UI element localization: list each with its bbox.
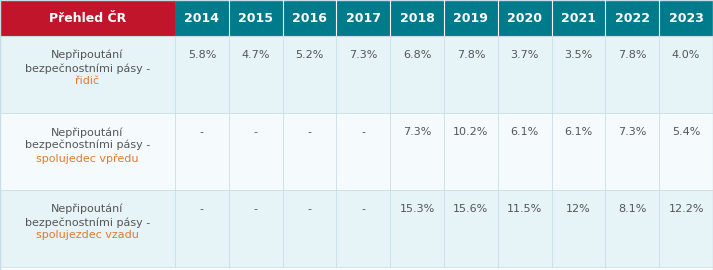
Bar	[175, 0, 229, 36]
Bar	[229, 0, 282, 36]
Text: 5.4%: 5.4%	[672, 127, 700, 137]
Text: 15.3%: 15.3%	[399, 204, 435, 214]
Bar	[175, 36, 229, 113]
Text: 7.3%: 7.3%	[403, 127, 431, 137]
Bar	[605, 113, 660, 190]
Text: 15.6%: 15.6%	[453, 204, 488, 214]
Bar	[498, 113, 552, 190]
Text: Nepřipoutání: Nepřipoutání	[51, 127, 123, 137]
Text: 11.5%: 11.5%	[507, 204, 543, 214]
Text: 2015: 2015	[238, 12, 273, 25]
Text: bezpečnostními pásy -: bezpečnostními pásy -	[25, 140, 150, 150]
Text: -: -	[200, 127, 204, 137]
Text: 2016: 2016	[292, 12, 327, 25]
Text: Nepřipoutání: Nepřipoutání	[51, 204, 123, 214]
Text: 7.8%: 7.8%	[618, 50, 647, 60]
Text: 2017: 2017	[346, 12, 381, 25]
Text: 2021: 2021	[561, 12, 596, 25]
Bar	[0, 36, 175, 113]
Text: bezpečnostními pásy -: bezpečnostními pásy -	[25, 63, 150, 73]
Bar	[337, 36, 390, 113]
Bar	[498, 0, 552, 36]
Bar	[605, 0, 660, 36]
Text: 7.8%: 7.8%	[456, 50, 485, 60]
Text: -: -	[307, 204, 312, 214]
Bar	[660, 0, 713, 36]
Bar	[282, 0, 337, 36]
Text: -: -	[200, 204, 204, 214]
Text: 2023: 2023	[669, 12, 704, 25]
Bar	[444, 190, 498, 267]
Bar	[552, 0, 605, 36]
Text: 2014: 2014	[185, 12, 220, 25]
Bar	[175, 113, 229, 190]
Bar	[605, 190, 660, 267]
Text: Nepřipoutání: Nepřipoutání	[51, 50, 123, 60]
Bar	[282, 190, 337, 267]
Bar	[229, 113, 282, 190]
Bar	[337, 190, 390, 267]
Bar	[229, 190, 282, 267]
Bar	[390, 113, 444, 190]
Text: Přehled ČR: Přehled ČR	[49, 12, 126, 25]
Text: spolujezdec vzadu: spolujezdec vzadu	[36, 230, 139, 240]
Text: 2020: 2020	[507, 12, 542, 25]
Text: 7.3%: 7.3%	[349, 50, 377, 60]
Text: bezpečnostními pásy -: bezpečnostními pásy -	[25, 217, 150, 228]
Text: 12.2%: 12.2%	[668, 204, 704, 214]
Bar	[444, 36, 498, 113]
Text: 2019: 2019	[453, 12, 488, 25]
Text: -: -	[361, 127, 365, 137]
Bar	[552, 190, 605, 267]
Text: 5.2%: 5.2%	[295, 50, 324, 60]
Bar	[0, 0, 175, 36]
Bar	[337, 113, 390, 190]
Bar	[282, 113, 337, 190]
Text: 6.8%: 6.8%	[403, 50, 431, 60]
Text: 12%: 12%	[566, 204, 591, 214]
Text: 4.0%: 4.0%	[672, 50, 700, 60]
Text: spolujedec vpředu: spolujedec vpředu	[36, 153, 139, 164]
Bar	[444, 0, 498, 36]
Text: -: -	[307, 127, 312, 137]
Bar	[0, 190, 175, 267]
Bar	[552, 36, 605, 113]
Bar	[390, 190, 444, 267]
Bar	[390, 0, 444, 36]
Bar	[282, 36, 337, 113]
Text: řidič: řidič	[76, 76, 100, 86]
Bar	[390, 36, 444, 113]
Bar	[605, 36, 660, 113]
Text: -: -	[254, 204, 257, 214]
Bar	[660, 113, 713, 190]
Text: 4.7%: 4.7%	[242, 50, 270, 60]
Bar	[229, 36, 282, 113]
Bar	[0, 113, 175, 190]
Text: 2018: 2018	[400, 12, 434, 25]
Bar	[175, 190, 229, 267]
Text: 6.1%: 6.1%	[511, 127, 539, 137]
Bar	[660, 190, 713, 267]
Text: 3.5%: 3.5%	[565, 50, 593, 60]
Text: 6.1%: 6.1%	[565, 127, 593, 137]
Text: 10.2%: 10.2%	[453, 127, 488, 137]
Bar	[552, 113, 605, 190]
Text: -: -	[361, 204, 365, 214]
Text: 3.7%: 3.7%	[511, 50, 539, 60]
Text: 7.3%: 7.3%	[618, 127, 647, 137]
Bar	[498, 36, 552, 113]
Text: 5.8%: 5.8%	[188, 50, 216, 60]
Text: 2022: 2022	[615, 12, 650, 25]
Bar	[660, 36, 713, 113]
Text: 8.1%: 8.1%	[618, 204, 647, 214]
Bar	[444, 113, 498, 190]
Text: -: -	[254, 127, 257, 137]
Bar	[337, 0, 390, 36]
Bar	[498, 190, 552, 267]
